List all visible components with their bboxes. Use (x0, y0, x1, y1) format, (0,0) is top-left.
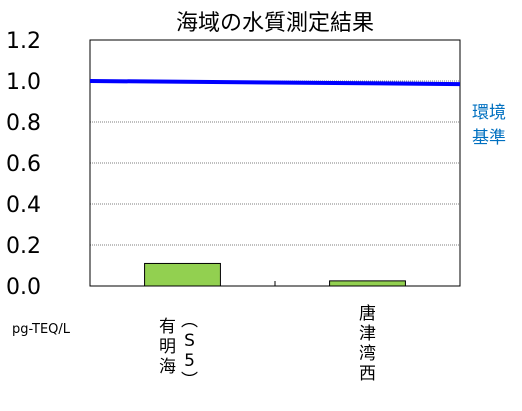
category-char: ︵ (181, 311, 198, 331)
reference-label-line: 基準 (472, 128, 506, 148)
category-label: 有明海（S5）有明海︵S5︶ (159, 311, 198, 391)
y-tick-label: 0.6 (6, 152, 41, 177)
y-tick-label: 1.0 (6, 70, 41, 95)
y-tick-label: 1.2 (6, 29, 41, 54)
category-char: 5 (184, 351, 195, 371)
category-char: 海 (159, 357, 176, 377)
chart-title: 海域の水質測定結果 (176, 11, 374, 36)
category-char: 唐 (359, 303, 376, 324)
bar (144, 262, 221, 287)
bar (329, 280, 406, 287)
gridlines (90, 80, 460, 286)
y-tick-label: 0.4 (6, 193, 41, 218)
y-axis-ticks: 0.0 0.2 0.4 0.6 0.8 1.0 1.2 (6, 29, 41, 300)
unit-label: pg-TEQ/L (12, 322, 71, 337)
category-char: ︶ (181, 371, 198, 391)
reference-label-line: 環境 (472, 103, 506, 123)
category-char: 有 (159, 317, 176, 337)
plot-frame (89, 39, 461, 287)
category-label: 唐津湾西唐津湾西 (359, 303, 376, 384)
category-char: 湾 (359, 344, 376, 364)
category-char: 津 (359, 324, 376, 344)
bars (144, 262, 406, 287)
category-labels: 有明海（S5）有明海︵S5︶唐津湾西唐津湾西 (159, 303, 376, 391)
y-tick-label: 0.8 (6, 111, 41, 136)
category-char: S (184, 331, 195, 351)
reference-line (89, 79, 461, 87)
category-char: 西 (359, 364, 376, 384)
y-tick-label: 0.0 (6, 275, 41, 300)
y-tick-label: 0.2 (6, 234, 41, 259)
category-char: 明 (159, 337, 176, 357)
